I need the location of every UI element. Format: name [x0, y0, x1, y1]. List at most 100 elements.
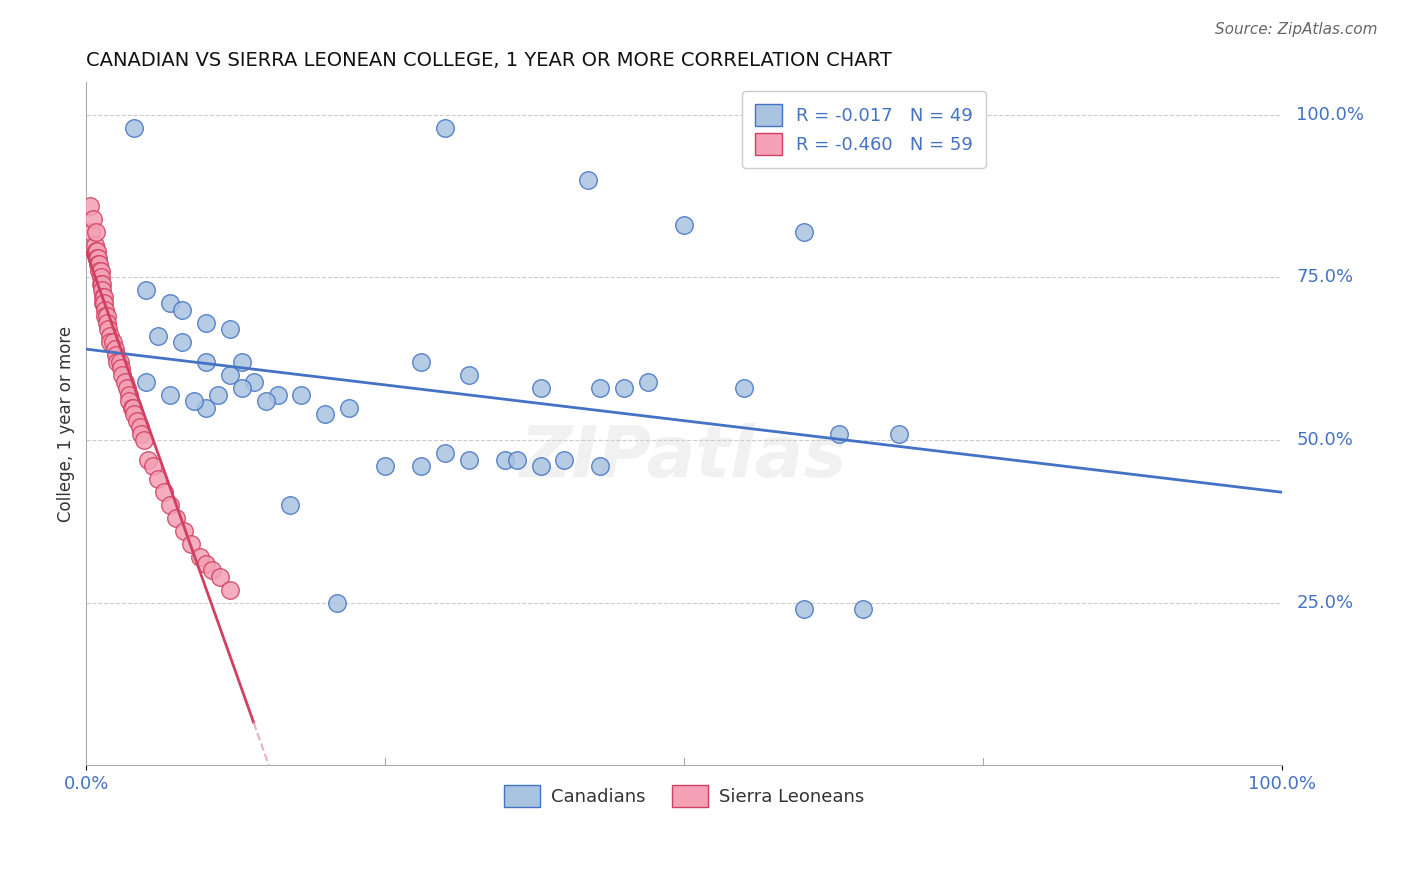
Point: [122, 407, 145, 421]
Point: [118, 387, 141, 401]
Text: 25.0%: 25.0%: [1296, 593, 1354, 612]
Point: [793, 602, 815, 616]
Point: [159, 296, 181, 310]
Point: [374, 458, 396, 473]
Point: [83, 238, 105, 252]
Point: [79, 199, 101, 213]
Point: [138, 452, 160, 467]
Point: [80, 225, 103, 239]
Point: [231, 381, 253, 395]
Point: [180, 537, 202, 551]
Point: [314, 407, 336, 421]
Point: [409, 355, 432, 369]
Point: [337, 401, 360, 415]
Point: [828, 426, 851, 441]
Point: [122, 401, 145, 415]
Point: [84, 225, 107, 239]
Point: [529, 458, 551, 473]
Point: [89, 264, 111, 278]
Point: [673, 219, 696, 233]
Point: [278, 498, 301, 512]
Point: [108, 355, 131, 369]
Point: [90, 264, 112, 278]
Point: [793, 225, 815, 239]
Point: [733, 381, 755, 395]
Point: [207, 387, 229, 401]
Point: [589, 381, 612, 395]
Point: [98, 335, 121, 350]
Point: [118, 394, 141, 409]
Point: [91, 296, 114, 310]
Point: [173, 524, 195, 538]
Point: [125, 413, 148, 427]
Point: [201, 563, 224, 577]
Legend: Canadians, Sierra Leoneans: Canadians, Sierra Leoneans: [496, 778, 872, 814]
Point: [457, 452, 479, 467]
Point: [82, 211, 104, 226]
Point: [254, 394, 277, 409]
Point: [96, 316, 118, 330]
Point: [93, 290, 115, 304]
Point: [97, 322, 120, 336]
Point: [218, 368, 240, 382]
Point: [94, 302, 117, 317]
Point: [142, 458, 165, 473]
Point: [165, 511, 187, 525]
Point: [93, 296, 115, 310]
Point: [84, 244, 107, 259]
Point: [105, 349, 128, 363]
Point: [409, 458, 432, 473]
Point: [135, 284, 157, 298]
Point: [87, 257, 110, 271]
Point: [290, 387, 312, 401]
Point: [122, 120, 145, 135]
Point: [153, 485, 176, 500]
Point: [553, 452, 575, 467]
Point: [121, 401, 143, 415]
Point: [852, 602, 875, 616]
Text: 100.0%: 100.0%: [1296, 106, 1364, 124]
Point: [159, 387, 181, 401]
Point: [115, 381, 138, 395]
Point: [104, 342, 127, 356]
Point: [433, 446, 456, 460]
Point: [194, 316, 217, 330]
Point: [529, 381, 551, 395]
Point: [576, 173, 599, 187]
Point: [89, 257, 111, 271]
Point: [90, 270, 112, 285]
Point: [91, 290, 114, 304]
Text: 50.0%: 50.0%: [1296, 431, 1353, 449]
Point: [637, 375, 659, 389]
Point: [457, 368, 479, 382]
Point: [146, 329, 169, 343]
Point: [218, 322, 240, 336]
Point: [170, 302, 193, 317]
Point: [101, 335, 124, 350]
Point: [188, 550, 211, 565]
Point: [194, 355, 217, 369]
Point: [90, 277, 112, 291]
Text: 75.0%: 75.0%: [1296, 268, 1354, 286]
Point: [114, 375, 136, 389]
Point: [94, 310, 117, 324]
Point: [110, 361, 132, 376]
Point: [613, 381, 636, 395]
Point: [505, 452, 527, 467]
Point: [146, 472, 169, 486]
Point: [218, 582, 240, 597]
Point: [86, 251, 108, 265]
Point: [231, 355, 253, 369]
Point: [494, 452, 516, 467]
Point: [86, 244, 108, 259]
Point: [96, 310, 118, 324]
Point: [266, 387, 288, 401]
Point: [326, 596, 349, 610]
Point: [194, 557, 217, 571]
Point: [90, 277, 112, 291]
Point: [433, 120, 456, 135]
Point: [105, 355, 128, 369]
Point: [87, 251, 110, 265]
Point: [209, 569, 232, 583]
Point: [194, 401, 217, 415]
